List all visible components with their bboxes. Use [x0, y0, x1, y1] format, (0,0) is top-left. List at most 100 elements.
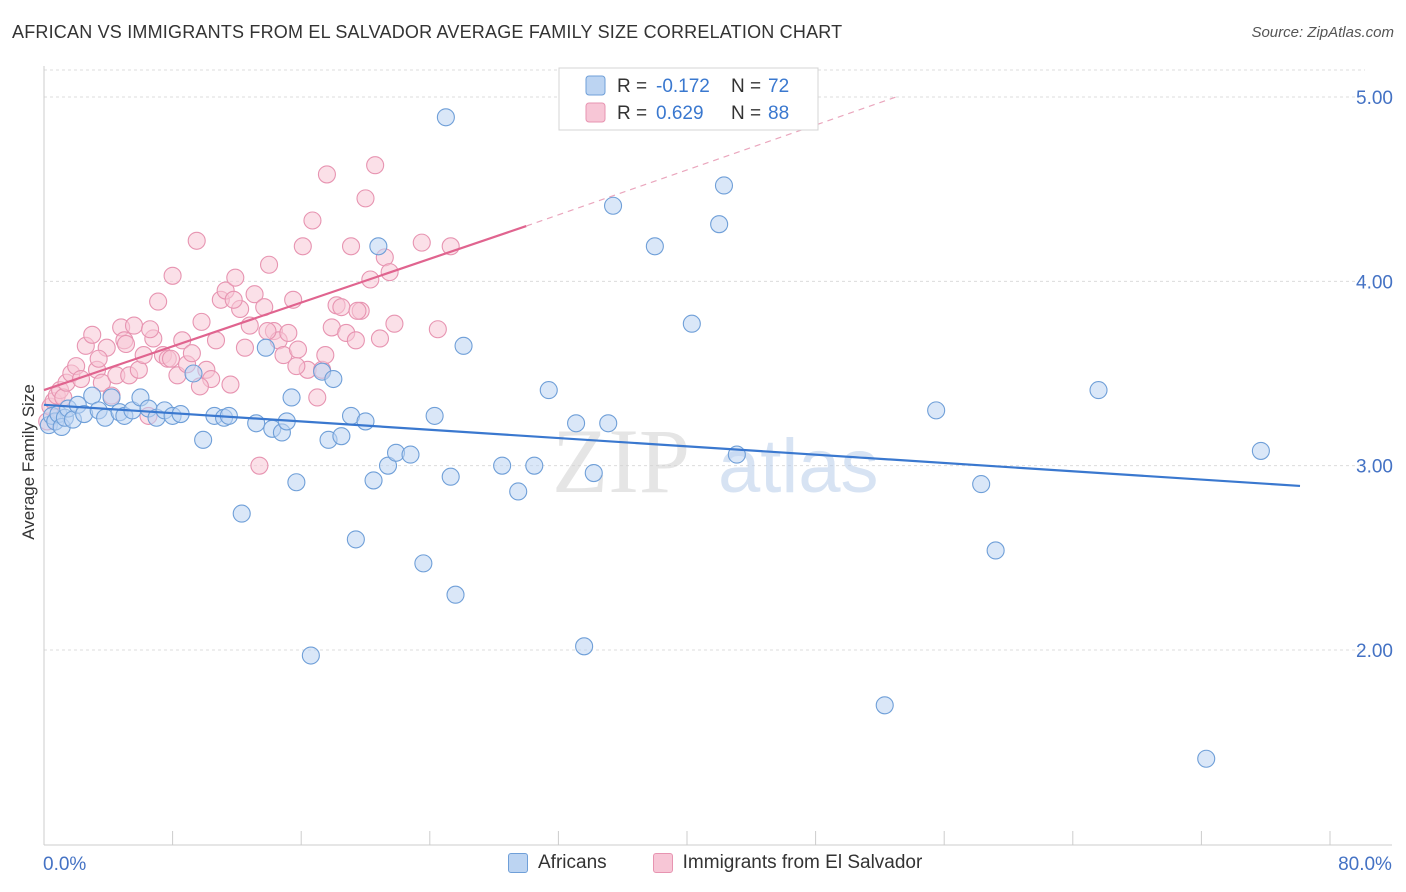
legend-africans-r-label: R = — [617, 76, 647, 97]
y-axis-label: Average Family Size — [19, 384, 38, 540]
salvador-point-41 — [226, 268, 245, 287]
africans-point-56 — [509, 482, 528, 501]
africans-point-55 — [493, 456, 512, 475]
legend-salvador-n-label: N = — [731, 103, 761, 124]
bottom-legend-salvador: Immigrants from El Salvador — [682, 852, 923, 873]
salvador-point-68 — [356, 189, 375, 208]
africans-point-70 — [927, 401, 946, 420]
africans-point-57 — [525, 456, 544, 475]
salvador-point-60 — [317, 165, 336, 184]
legend-salvador-r-value: 0.629 — [656, 103, 704, 124]
salvador-point-13 — [92, 373, 111, 392]
africans-point-58 — [539, 381, 558, 400]
legend-salvador-n-value: 88 — [768, 103, 789, 124]
salvador-point-85 — [287, 357, 306, 376]
salvador-point-20 — [124, 316, 144, 335]
x-tick-label-1: 80.0% — [1338, 854, 1392, 875]
legend-africans-r-value: -0.172 — [656, 76, 710, 97]
salvador-point-74 — [385, 314, 404, 333]
salvador-point-71 — [370, 329, 390, 348]
salvador-point-80 — [141, 320, 160, 339]
salvador-point-48 — [259, 255, 279, 274]
axis-layer: 2.00 3.00 4.00 5.00 0.0% 80.0% — [43, 66, 1393, 875]
africans-point-60 — [575, 637, 594, 656]
legend-africans-n-label: N = — [731, 76, 761, 97]
source-label: Source: ZipAtlas.com — [1251, 24, 1394, 41]
chart-title: AFRICAN VS IMMIGRANTS FROM EL SALVADOR A… — [12, 22, 843, 42]
salvador-point-83 — [224, 290, 243, 309]
salvador-point-58 — [308, 388, 327, 407]
bottom-legend-africans: Africans — [538, 852, 607, 873]
salvador-point-84 — [258, 322, 277, 341]
salvador-point-40 — [221, 375, 240, 394]
legend-swatch-africans — [585, 75, 606, 96]
africans-point-51 — [436, 108, 455, 127]
africans-point-36 — [301, 646, 320, 665]
x-tick-label-0: 0.0% — [43, 854, 86, 875]
y-tick-label-1: 3.00 — [1356, 457, 1393, 478]
salvador-point-78 — [89, 349, 108, 368]
y-tick-label-0: 2.00 — [1356, 641, 1393, 662]
africans-point-62 — [599, 414, 618, 433]
africans-point-45 — [369, 237, 388, 256]
africans-point-13 — [102, 388, 121, 407]
africans-point-34 — [282, 388, 301, 407]
africans-point-48 — [401, 445, 420, 464]
africans-point-52 — [441, 467, 460, 486]
salvador-point-54 — [288, 340, 308, 359]
africans-point-24 — [194, 430, 213, 449]
salvador-point-28 — [163, 266, 182, 285]
bottom-legend-swatch-salvador — [652, 853, 673, 873]
africans-point-69 — [875, 696, 894, 715]
salvador-point-66 — [346, 331, 365, 350]
salvador-point-32 — [182, 344, 201, 363]
salvador-point-57 — [303, 211, 322, 230]
salvador-series — [38, 156, 460, 475]
africans-point-71 — [972, 475, 991, 494]
salvador-point-76 — [428, 320, 447, 339]
africans-point-28 — [232, 504, 251, 523]
africans-point-44 — [364, 471, 383, 490]
grid-layer — [44, 69, 1365, 651]
africans-point-39 — [324, 369, 343, 389]
salvador-point-55 — [293, 237, 312, 256]
africans-point-74 — [1197, 749, 1216, 768]
africans-point-66 — [710, 215, 729, 234]
salvador-point-25 — [149, 292, 168, 311]
salvador-point-52 — [279, 323, 298, 342]
africans-point-72 — [986, 541, 1005, 560]
africans-point-40 — [332, 427, 351, 446]
y-tick-label-3: 5.00 — [1356, 88, 1393, 109]
bottom-legend: Africans Immigrants from El Salvador — [508, 852, 922, 874]
salvador-point-45 — [245, 285, 264, 304]
africans-trend-line — [43, 403, 1301, 488]
y-tick-label-2: 4.00 — [1356, 272, 1393, 293]
salvador-point-43 — [235, 338, 254, 357]
africans-point-75 — [1251, 441, 1270, 460]
africans-point-42 — [346, 530, 365, 549]
stats-legend: R = -0.172 N = 72 R = 0.629 N = 88 — [558, 67, 819, 131]
salvador-point-70 — [366, 156, 385, 175]
africans-point-59 — [567, 414, 586, 433]
africans-point-61 — [584, 463, 603, 483]
salvador-point-33 — [187, 231, 206, 250]
salvador-point-11 — [83, 325, 102, 344]
watermark-atlas: atlas — [718, 424, 879, 509]
trend-lines — [43, 96, 1301, 488]
salvador-point-75 — [412, 233, 431, 252]
salvador-point-34 — [192, 312, 211, 331]
africans-point-50 — [425, 406, 444, 425]
africans-point-53 — [446, 585, 465, 604]
africans-point-63 — [604, 196, 623, 215]
africans-point-30 — [256, 338, 275, 357]
africans-series — [39, 108, 1270, 768]
salvador-point-65 — [341, 237, 361, 256]
salvador-trend-line — [43, 224, 527, 392]
salvador-point-87 — [348, 301, 367, 320]
watermark: ZIP atlas — [552, 410, 879, 512]
africans-point-23 — [184, 364, 203, 383]
africans-point-43 — [356, 412, 375, 431]
salvador-point-86 — [316, 346, 335, 365]
africans-point-65 — [682, 314, 701, 333]
